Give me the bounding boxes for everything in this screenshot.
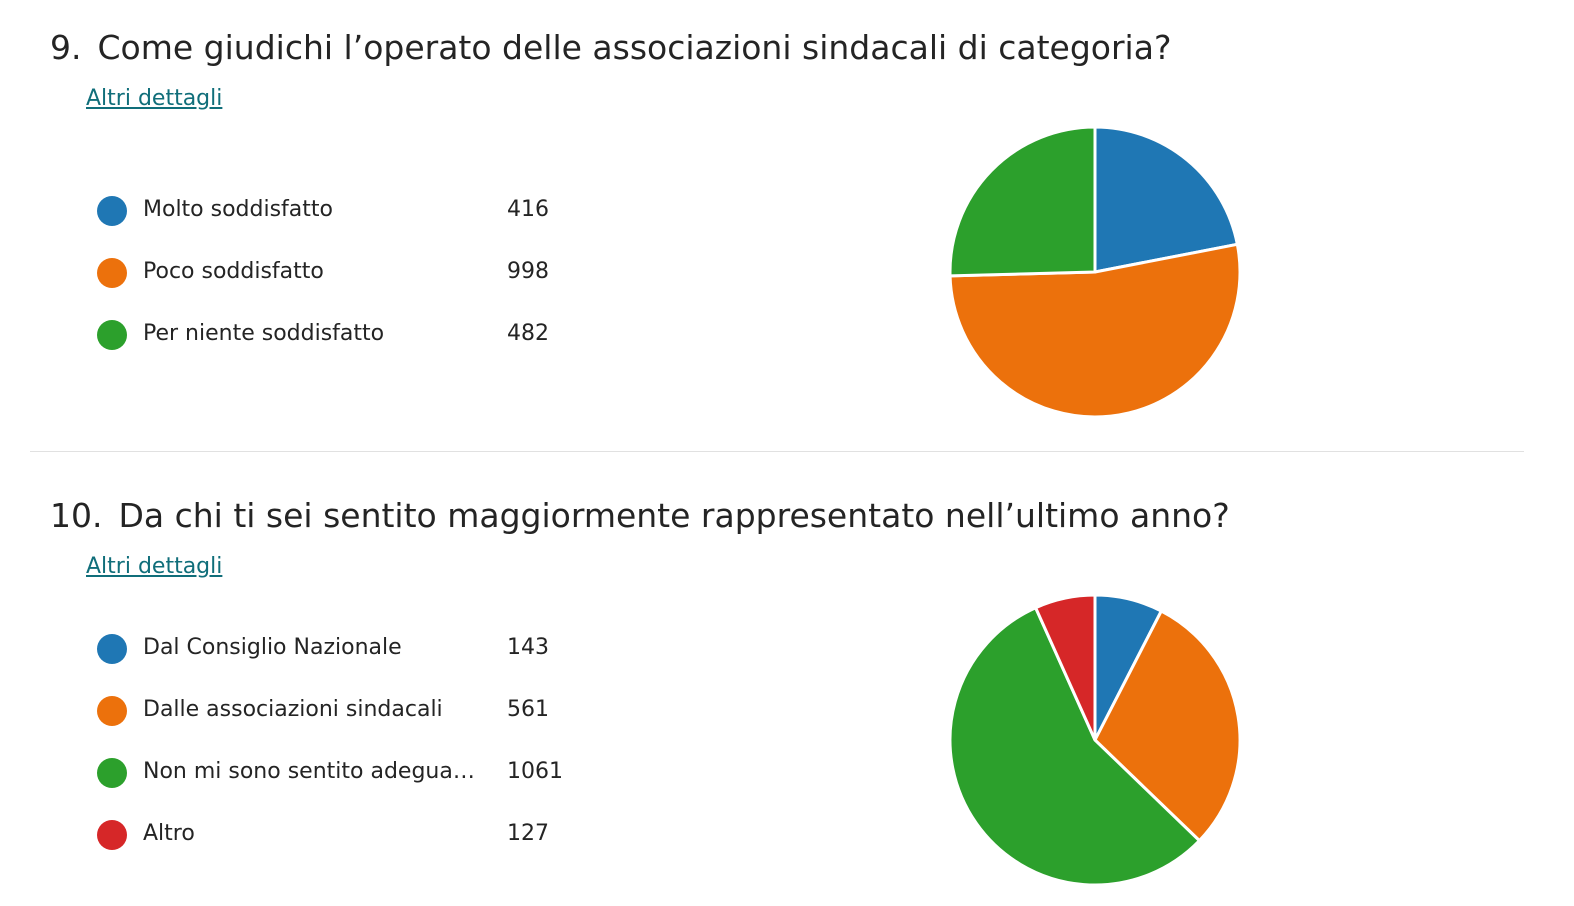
legend-label: Dalle associazioni sindacali	[143, 697, 443, 722]
legend-value: 416	[507, 197, 549, 222]
more-details-link[interactable]: Altri dettagli	[86, 86, 223, 111]
more-details-link[interactable]: Altri dettagli	[86, 554, 223, 579]
pie-slice-2	[948, 242, 1242, 419]
legend-item: Per niente soddisfatto 482	[97, 317, 617, 353]
legend-label: Altro	[143, 821, 195, 846]
legend-label: Per niente soddisfatto	[143, 321, 385, 346]
pie-slice-3	[948, 606, 1201, 887]
question-text: Come giudichi l’operato delle associazio…	[97, 28, 1172, 67]
legend-swatch	[97, 696, 127, 726]
legend-item: Dalle associazioni sindacali 561	[97, 693, 617, 729]
legend-label: Molto soddisfatto	[143, 197, 333, 222]
question-text: Da chi ti sei sentito maggiormente rappr…	[118, 496, 1230, 535]
question-title: 10. Da chi ti sei sentito maggiormente ra…	[50, 496, 1230, 535]
legend-value: 561	[507, 697, 549, 722]
legend-value: 127	[507, 821, 549, 846]
legend-item: Molto soddisfatto 416	[97, 193, 617, 229]
legend-item: Dal Consiglio Nazionale 143	[97, 631, 617, 667]
pie-slice-3	[948, 125, 1097, 278]
pie-chart	[948, 125, 1242, 419]
legend-label: Poco soddisfatto	[143, 259, 324, 284]
section-divider	[30, 451, 1524, 452]
legend-value: 998	[507, 259, 549, 284]
legend-value: 482	[507, 321, 549, 346]
question-number: 9.	[50, 28, 82, 67]
legend-item: Poco soddisfatto 998	[97, 255, 617, 291]
legend-swatch	[97, 758, 127, 788]
pie-slice-2	[1093, 609, 1242, 843]
legend-item: Non mi sono sentito adeguata… 1061	[97, 755, 617, 791]
legend-value: 1061	[507, 759, 563, 784]
legend-swatch	[97, 320, 127, 350]
legend-value: 143	[507, 635, 549, 660]
legend-item: Altro 127	[97, 817, 617, 853]
pie-slice-4	[1034, 593, 1097, 742]
legend-label: Non mi sono sentito adeguata…	[143, 759, 483, 784]
legend-swatch	[97, 258, 127, 288]
pie-chart	[948, 593, 1242, 887]
pie-slice-1	[1093, 125, 1239, 274]
question-number: 10.	[50, 496, 103, 535]
question-title: 9. Come giudichi l’operato delle associaz…	[50, 28, 1171, 67]
legend-swatch	[97, 196, 127, 226]
legend-swatch	[97, 820, 127, 850]
legend-swatch	[97, 634, 127, 664]
legend-label: Dal Consiglio Nazionale	[143, 635, 402, 660]
